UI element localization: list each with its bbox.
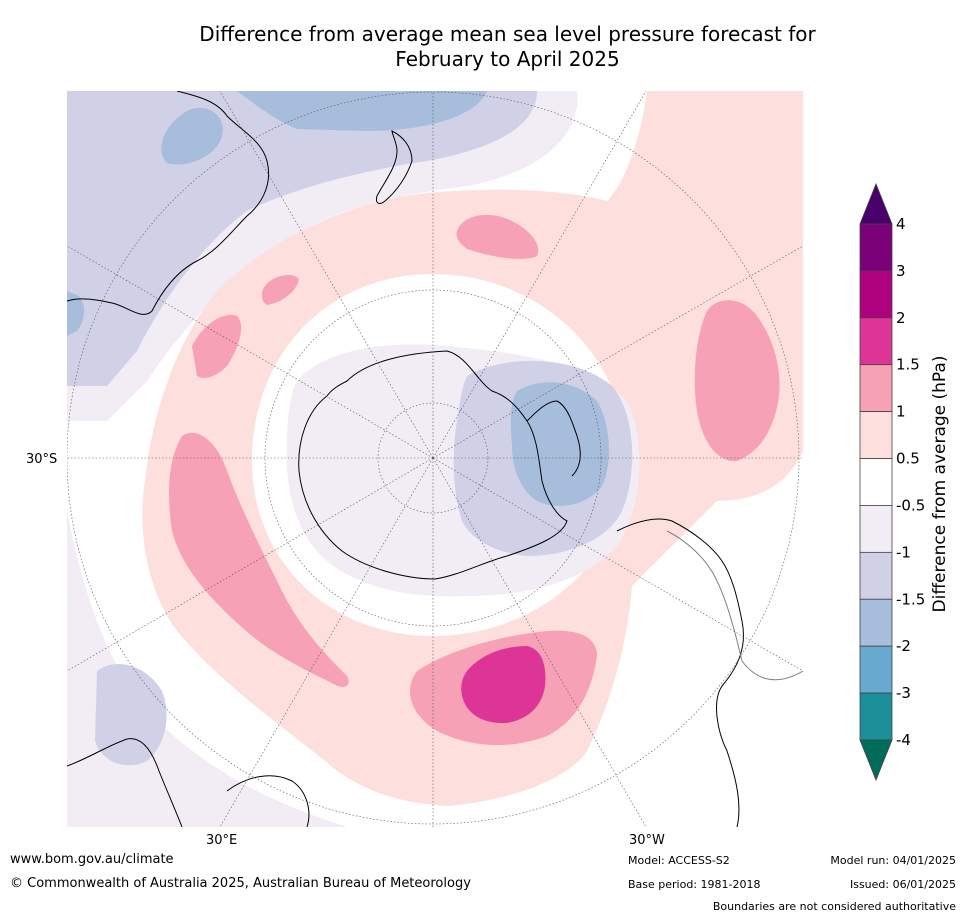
colorbar-tick-label: 2 [896,309,906,327]
colorbar-tick-label: 1.5 [896,356,920,374]
pos-zone-0_5-ring [142,91,803,806]
neg-zone-1-sw [95,663,167,766]
colorbar-title: Difference from average (hPa) [930,355,950,613]
colorbar-bottom-arrow [859,739,893,782]
neg-zone-1-nw [67,91,537,386]
map-title: Difference from average mean sea level p… [60,22,955,72]
colorbar-bin [859,411,893,459]
madagascar-coastline [226,775,310,827]
colorbar-bin [859,645,893,694]
colorbar-tick-label: -1 [896,543,911,561]
footer-model-run: Model run: 04/01/2025 [830,854,956,867]
africa-coastline [67,738,183,827]
colorbar-tick-label: 1 [896,403,906,421]
colorbar-tick-label: -1.5 [896,590,925,608]
colorbar-tick-label: 3 [896,262,906,280]
colorbar-tick-label: -4 [896,731,911,749]
antarctica-coastline [298,350,568,580]
south-america-coastline [616,518,744,827]
neg-zone-1_5-west [67,291,85,336]
colorbar-bin [859,692,893,741]
pos-zone-1-sw [192,315,242,378]
colorbar-tick-label: -2 [896,637,911,655]
pos-zone-1-west-2 [261,275,299,305]
footer-copyright: © Commonwealth of Australia 2025, Austra… [10,876,471,891]
footer-boundaries: Boundaries are not considered authoritat… [712,900,956,913]
colorbar-bin [859,364,893,413]
south-america-border [666,530,803,681]
colorbar-tick-label: 0.5 [896,450,920,468]
colorbar-bin [859,458,893,506]
footer-base-period: Base period: 1981-2018 [628,878,761,891]
footer-issued: Issued: 06/01/2025 [849,878,956,891]
colorbar-bin [859,551,893,600]
colorbar: 4 3 2 1.5 1 0.5 -0.5 -1 -1.5 -2 -3 -4 [859,182,925,782]
colorbar-tick-label: -3 [896,684,911,702]
lon-label-30e: 30°E [206,833,238,848]
neg-zone-1_5-nw [167,91,487,131]
colorbar-bin [859,270,893,319]
neg-zone-1_5-nw-2 [161,107,223,165]
pos-zone-1-north [456,214,539,259]
lat-label-30s: 30°S [26,452,58,467]
pressure-anomaly-map [67,91,803,827]
pos-zone-1-east [694,300,780,462]
new-zealand-coastline [376,130,413,204]
lon-label-30w: 30°W [629,833,665,848]
colorbar-tick-label: 4 [896,215,906,233]
pos-zone-1_5-south [461,646,546,724]
colorbar-bin [859,598,893,647]
colorbar-tick-label: -0.5 [896,496,925,514]
pos-zone-1-west [169,432,349,687]
title-line-2: February to April 2025 [395,47,620,71]
colorbar-bin [859,223,893,272]
australia-coastline [67,91,270,315]
neg-zone-1_5-antarctica [510,382,609,506]
colorbar-bin [859,505,893,553]
graticule [67,91,803,827]
colorbar-bin [859,317,893,366]
footer-model: Model: ACCESS-S2 [628,854,730,867]
footer-url[interactable]: www.bom.gov.au/climate [10,852,174,867]
colorbar-top-arrow [859,182,893,225]
title-line-1: Difference from average mean sea level p… [199,22,816,46]
